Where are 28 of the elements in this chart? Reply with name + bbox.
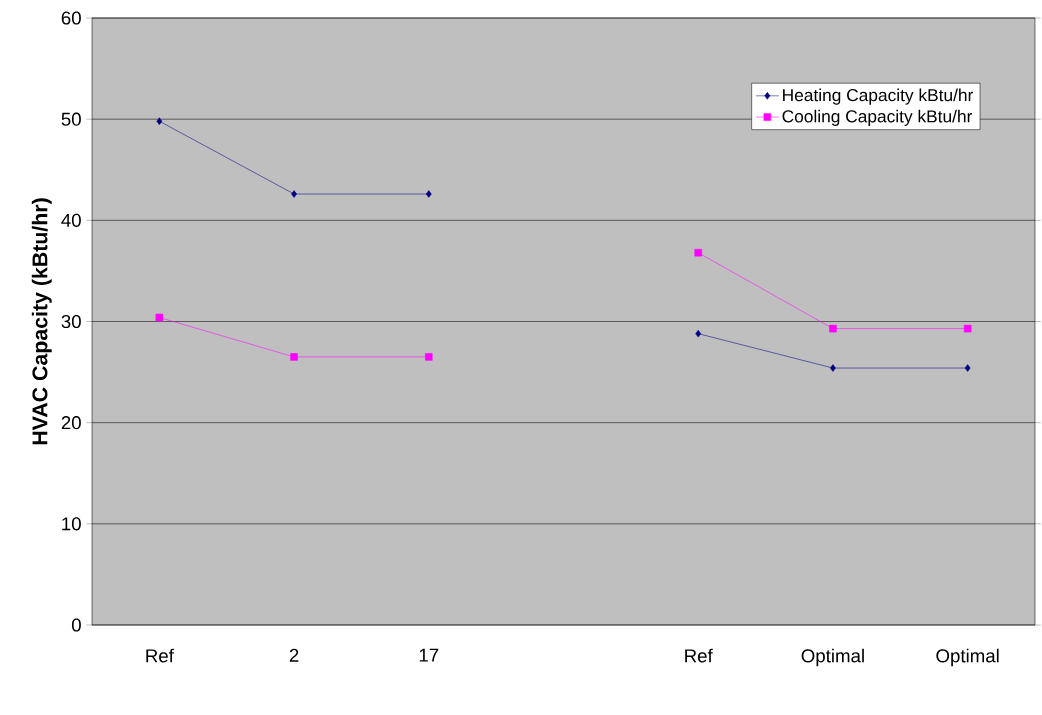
- x-tick-label: 17: [419, 648, 439, 662]
- point: [829, 324, 837, 333]
- y-tick-label: 20: [61, 416, 81, 430]
- y-tick-label: 60: [61, 11, 81, 25]
- legend-label: Heating Capacity kBtu/hr: [783, 88, 974, 105]
- y-tick-label: 50: [61, 112, 81, 126]
- x-tick-label: Ref: [146, 648, 174, 663]
- x-tick-label: Optimal: [801, 648, 864, 667]
- point: [695, 329, 702, 338]
- y-tick-label: 10: [62, 517, 81, 531]
- x-tick-label: 2: [289, 648, 299, 662]
- point: [291, 190, 297, 198]
- x-tick-label: Optimal: [936, 648, 999, 667]
- x-tick-label: Ref: [685, 648, 713, 663]
- point: [425, 190, 432, 198]
- point: [830, 364, 836, 372]
- y-tick-label: 0: [71, 618, 81, 632]
- point: [694, 248, 702, 257]
- y-tick-label: 30: [61, 314, 81, 329]
- point: [156, 117, 163, 125]
- point: [964, 364, 971, 372]
- point: [425, 353, 433, 361]
- point: [155, 313, 164, 322]
- legend-label: Cooling Capacity kBtu/hr: [782, 109, 973, 126]
- point: [290, 353, 298, 361]
- y-tick-label: 40: [61, 213, 81, 227]
- y-axis-title: HVAC Capacity (kBtu/hr): [31, 198, 52, 445]
- point: [963, 324, 972, 333]
